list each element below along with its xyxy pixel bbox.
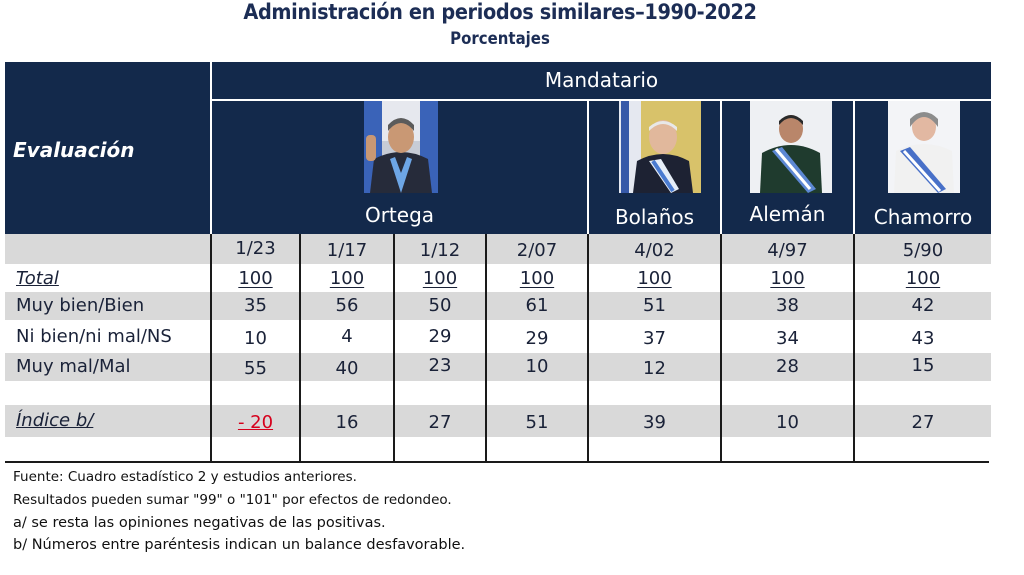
president-name-ortega: Ortega bbox=[364, 203, 435, 227]
table-cell: 16 bbox=[335, 412, 359, 433]
column-divider bbox=[587, 234, 589, 461]
header-divider-horizontal bbox=[212, 99, 991, 101]
president-name-bolanos: Bolaños bbox=[614, 205, 695, 229]
column-divider bbox=[210, 234, 212, 461]
evaluacion-header: Evaluación bbox=[13, 138, 135, 162]
column-divider bbox=[720, 234, 722, 461]
table-cell: 10 bbox=[525, 356, 549, 377]
table-cell: 12 bbox=[643, 358, 666, 379]
row-label-muy-mal: Muy mal/Mal bbox=[16, 356, 131, 377]
table-cell: 100 bbox=[905, 268, 941, 289]
table-cell: 51 bbox=[525, 412, 549, 433]
table-cell: 38 bbox=[776, 295, 799, 316]
table-cell: 55 bbox=[244, 358, 267, 379]
note-a: a/ se resta las opiniones negativas de l… bbox=[13, 515, 386, 531]
table-cell-negative: - 20 bbox=[237, 412, 274, 433]
table-cell: 27 bbox=[428, 412, 452, 433]
table-cell: 100 bbox=[422, 268, 458, 289]
ortega-portrait bbox=[364, 101, 438, 193]
table-cell: 51 bbox=[643, 295, 666, 316]
table-cell: 29 bbox=[525, 328, 549, 349]
chamorro-portrait bbox=[888, 101, 960, 193]
table-cell: 10 bbox=[776, 412, 799, 433]
table-cell: 100 bbox=[329, 268, 365, 289]
header-divider-chamorro bbox=[853, 101, 855, 234]
table-cell: 100 bbox=[519, 268, 555, 289]
column-divider bbox=[299, 234, 301, 461]
date-cell: 1/23 bbox=[235, 238, 276, 259]
table-cell: 23 bbox=[428, 355, 452, 376]
note-fuente: Fuente: Cuadro estadístico 2 y estudios … bbox=[13, 469, 357, 485]
table-cell: 27 bbox=[911, 412, 935, 433]
table-cell: 28 bbox=[776, 356, 799, 377]
table-cell: 15 bbox=[911, 355, 935, 376]
column-divider bbox=[485, 234, 487, 461]
page-subtitle: Porcentajes bbox=[450, 29, 550, 49]
column-divider bbox=[393, 234, 395, 461]
table-cell: 56 bbox=[335, 295, 359, 316]
president-name-aleman: Alemán bbox=[749, 202, 826, 226]
bolanos-portrait bbox=[619, 101, 701, 193]
note-b: b/ Números entre paréntesis indican un b… bbox=[13, 537, 466, 553]
table-cell: 35 bbox=[244, 295, 267, 316]
date-cell: 2/07 bbox=[516, 240, 558, 261]
table-cell: 100 bbox=[770, 268, 805, 289]
mandatario-header: Mandatario bbox=[544, 68, 659, 92]
row-label-total: Total bbox=[16, 268, 59, 289]
page-title: Administración en periodos similares–199… bbox=[243, 0, 757, 24]
table-cell: 100 bbox=[238, 268, 273, 289]
date-cell: 4/02 bbox=[634, 240, 675, 261]
row-band-indice bbox=[5, 405, 991, 437]
table-cell: 10 bbox=[244, 328, 267, 349]
table-bottom-border bbox=[5, 461, 989, 463]
table-cell: 42 bbox=[911, 295, 935, 316]
table-cell: 61 bbox=[525, 295, 549, 316]
row-label-muy-bien: Muy bien/Bien bbox=[16, 295, 145, 316]
row-label-ni-bien-ni-mal: Ni bien/ni mal/NS bbox=[16, 326, 172, 347]
date-cell: 1/17 bbox=[326, 240, 368, 261]
row-band-dates bbox=[5, 234, 991, 264]
header-divider-bolanos bbox=[587, 101, 589, 234]
column-divider bbox=[853, 234, 855, 461]
table-cell: 34 bbox=[776, 328, 799, 349]
table-cell: 40 bbox=[335, 358, 359, 379]
date-cell: 5/90 bbox=[902, 240, 944, 261]
aleman-portrait bbox=[750, 101, 832, 193]
date-cell: 4/97 bbox=[767, 240, 808, 261]
table-cell: 50 bbox=[428, 295, 452, 316]
president-name-chamorro: Chamorro bbox=[873, 205, 973, 229]
row-band-muy-bien bbox=[5, 292, 991, 320]
table-cell: 4 bbox=[341, 326, 353, 347]
note-redondeo: Resultados pueden sumar "99" o "101" por… bbox=[13, 492, 452, 508]
table-cell: 29 bbox=[428, 326, 452, 347]
table-cell: 43 bbox=[911, 328, 935, 349]
date-cell: 1/12 bbox=[419, 240, 461, 261]
row-label-indice: Índice b/ bbox=[16, 410, 94, 431]
table-cell: 37 bbox=[643, 328, 666, 349]
table-cell: 39 bbox=[643, 412, 666, 433]
row-band-muy-mal bbox=[5, 353, 991, 381]
table-cell: 100 bbox=[637, 268, 672, 289]
header-divider-aleman bbox=[720, 101, 722, 234]
header-divider-vertical bbox=[210, 62, 212, 234]
